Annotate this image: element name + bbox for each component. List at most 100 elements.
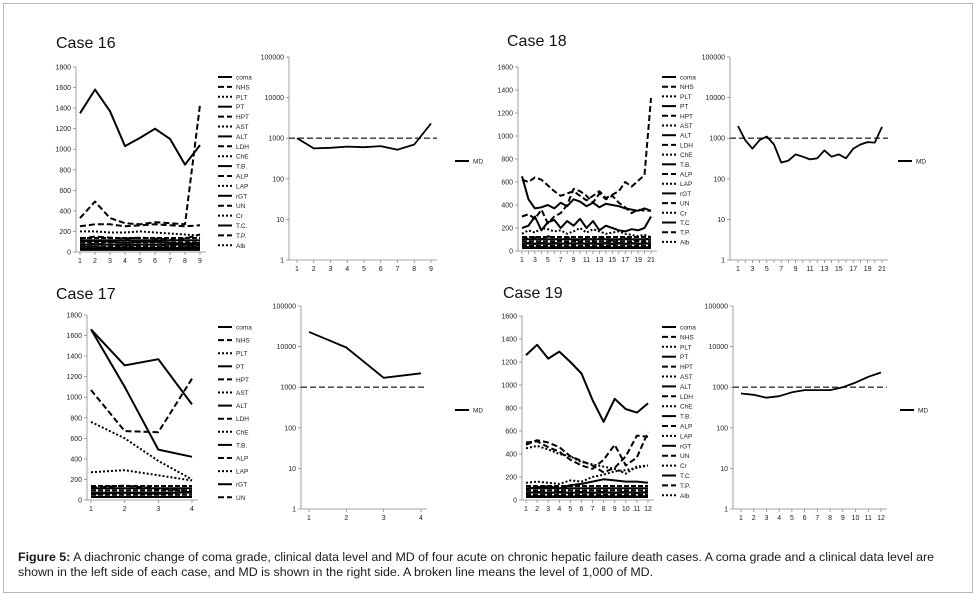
legend-label: ALT: [680, 133, 691, 140]
x-tick-label: 3: [329, 266, 333, 273]
x-tick-label: 9: [794, 266, 798, 273]
x-tick-label: 19: [864, 266, 872, 273]
legend-label: ChE: [236, 429, 249, 436]
y-tick-label: 1400: [501, 337, 517, 344]
x-tick-label: 3: [382, 515, 386, 522]
x-tick-label: 11: [583, 257, 590, 264]
x-tick-label: 7: [559, 257, 563, 264]
legend-label: LDH: [680, 142, 693, 149]
legend-label: Alb: [680, 239, 690, 246]
x-tick-label: 8: [412, 266, 416, 273]
figure-frame: [3, 3, 973, 593]
y-tick-label: 100000: [705, 304, 728, 311]
series-line-1: [90, 328, 193, 405]
y-tick-label: 1600: [497, 65, 513, 72]
y-tick-label: 1800: [66, 313, 82, 320]
series-line-3: [79, 223, 201, 228]
series-line-1: [79, 88, 201, 166]
x-tick-label: 4: [123, 258, 127, 265]
legend-label: LAP: [236, 183, 248, 190]
y-tick-label: 10: [276, 217, 284, 224]
legend-label: Cr: [680, 463, 688, 470]
x-tick-label: 2: [123, 506, 127, 513]
x-tick-label: 13: [821, 266, 829, 273]
legend-label: Cr: [236, 213, 244, 220]
x-tick-label: 6: [379, 266, 383, 273]
x-tick-label: 9: [572, 257, 576, 264]
x-tick-label: 1: [89, 506, 93, 513]
legend-label: T.B.: [680, 414, 691, 421]
series-line-3: [525, 431, 649, 470]
x-tick-label: 11: [865, 515, 872, 522]
x-tick-label: 2: [535, 506, 539, 513]
legend-label: NHS: [680, 84, 694, 91]
x-tick-label: 17: [621, 257, 629, 264]
y-tick-label: 10000: [265, 95, 285, 102]
x-tick-label: 19: [634, 257, 642, 264]
legend-label: PLT: [236, 351, 247, 358]
legend-label: LDH: [236, 416, 249, 423]
series-line-4: [525, 444, 649, 475]
x-tick-label: 3: [156, 506, 160, 513]
y-tick-label: 800: [70, 415, 82, 422]
legend-label: ALT: [680, 384, 691, 391]
series-line-1: [296, 122, 432, 151]
x-tick-label: 15: [608, 257, 616, 264]
y-tick-label: 1: [280, 258, 284, 265]
chart-title: Case 19: [503, 285, 563, 302]
x-tick-label: 5: [765, 266, 769, 273]
x-tick-label: 3: [108, 258, 112, 265]
chart-title: Case 17: [56, 286, 116, 303]
legend-label: PT: [236, 104, 244, 111]
y-tick-label: 1400: [55, 106, 71, 113]
y-tick-label: 10: [288, 466, 296, 473]
y-tick-label: 10000: [706, 95, 726, 102]
legend-label: LAP: [680, 181, 692, 188]
y-tick-label: 1000: [66, 395, 82, 402]
legend-label: MD: [916, 159, 926, 166]
x-tick-label: 8: [828, 515, 832, 522]
y-tick-label: 1: [292, 507, 296, 514]
x-tick-label: 21: [647, 257, 655, 264]
y-tick-label: 1800: [55, 65, 71, 72]
legend-label: HPT: [680, 364, 693, 371]
series-line-6: [525, 478, 649, 490]
y-tick-label: 400: [70, 456, 82, 463]
figure-panels: Case 16020040060080010001200140016001800…: [55, 33, 928, 522]
x-tick-label: 3: [750, 266, 754, 273]
x-tick-label: 1: [78, 258, 82, 265]
y-tick-label: 1400: [66, 354, 82, 361]
chart-title: Case 18: [507, 33, 567, 50]
x-tick-label: 17: [849, 266, 857, 273]
legend-label: rGT: [680, 191, 691, 198]
legend-label: coma: [680, 75, 696, 82]
x-tick-label: 8: [183, 258, 187, 265]
series-line-4: [90, 421, 193, 481]
legend-label: PT: [680, 354, 688, 361]
y-tick-label: 400: [505, 452, 517, 459]
legend-label: T.P.: [680, 230, 691, 237]
series-line-5: [525, 464, 649, 485]
y-tick-label: 10000: [709, 344, 729, 351]
y-tick-label: 1: [724, 507, 728, 514]
y-tick-label: 1600: [55, 85, 71, 92]
legend-label: T.P.: [236, 233, 247, 240]
legend-label: HPT: [236, 114, 249, 121]
y-tick-label: 600: [505, 429, 517, 436]
x-tick-label: 5: [546, 257, 550, 264]
legend-label: UN: [236, 203, 246, 210]
x-tick-label: 7: [591, 506, 595, 513]
chart-panel-3: Case 17 0 200 400 600 800 1000 1200 1400 1600 1800…: [56, 286, 252, 513]
y-tick-label: 200: [59, 229, 71, 236]
x-tick-label: 7: [815, 515, 819, 522]
y-tick-label: 800: [501, 157, 513, 164]
legend-label: coma: [680, 325, 696, 332]
x-tick-label: 6: [803, 515, 807, 522]
x-tick-label: 6: [153, 258, 157, 265]
legend-label: LDH: [680, 394, 693, 401]
x-tick-label: 3: [546, 506, 550, 513]
y-tick-label: 1400: [497, 88, 513, 95]
chart-title: Case 16: [56, 35, 116, 52]
